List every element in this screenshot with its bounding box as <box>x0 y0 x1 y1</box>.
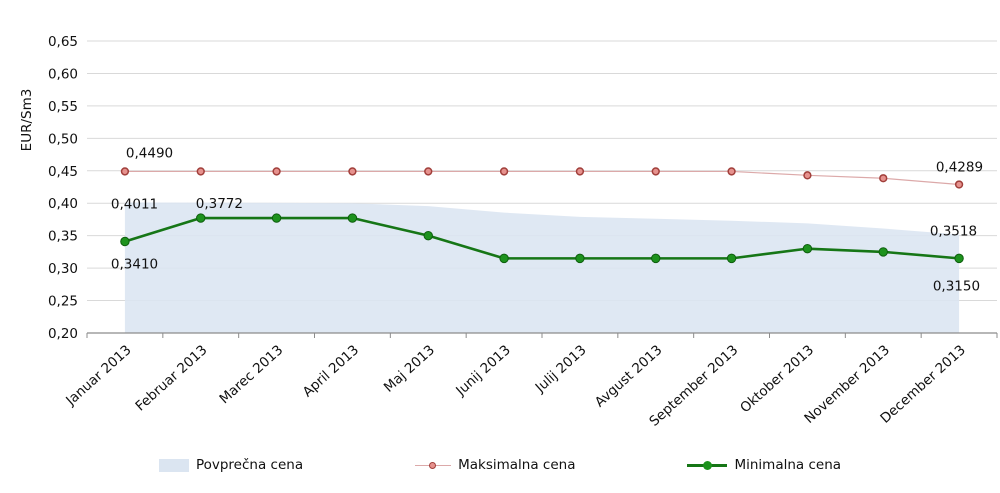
max-price-marker <box>879 174 888 183</box>
chart-plot-area: 0,65 0,60 0,55 0,50 0,45 0,40 0,35 0,30 0,25 0,20… <box>19 34 998 430</box>
min-price-marker <box>120 236 130 247</box>
y-axis-title: EUR/Sm3 <box>19 89 35 152</box>
legend-label: Povprečna cena <box>195 457 304 473</box>
max-price-marker <box>272 167 281 176</box>
min-price-marker <box>651 253 661 264</box>
min-price-line <box>124 216 960 260</box>
x-tick-label: Oktober 2013 <box>737 342 817 416</box>
max-price-markers <box>120 167 964 189</box>
max-price-marker <box>727 167 736 176</box>
min-price-marker <box>271 213 282 223</box>
data-label: 0,4011 <box>111 197 158 213</box>
min-price-markers <box>120 213 964 264</box>
y-axis-labels: 0,65 0,60 0,55 0,50 0,45 0,40 0,35 0,30 0,25 0,20 <box>48 34 78 342</box>
min-price-marker <box>954 253 964 264</box>
max-price-marker <box>499 167 509 176</box>
x-tick-label: Januar 2013 <box>62 342 134 409</box>
min-price-marker <box>347 213 358 223</box>
max-price-marker <box>575 167 585 176</box>
x-tick-label: April 2013 <box>300 342 362 400</box>
max-price-marker <box>424 167 433 176</box>
y-tick-label: 0,55 <box>48 99 78 115</box>
y-tick-label: 0,30 <box>48 261 78 277</box>
x-tick-label: Maj 2013 <box>381 342 438 396</box>
legend-label: Maksimalna cena <box>458 457 576 473</box>
y-tick-label: 0,65 <box>48 34 78 50</box>
x-axis-ticks <box>86 333 998 338</box>
data-labels: 0,4490 0,4011 0,3772 0,3410 0,4289 0,3518 0,31… <box>111 145 983 294</box>
min-price-marker <box>196 213 206 223</box>
min-price-marker <box>802 243 813 254</box>
data-label: 0,4490 <box>126 145 173 161</box>
min-price-marker <box>726 253 737 264</box>
x-tick-label: Junij 2013 <box>452 342 513 400</box>
max-price-marker <box>651 167 660 176</box>
y-tick-label: 0,40 <box>48 196 78 212</box>
y-tick-label: 0,25 <box>48 294 78 310</box>
legend-item-minimalna-cena: Minimalna cena <box>687 457 841 473</box>
max-line-marker-icon <box>415 461 452 470</box>
data-label: 0,3150 <box>933 278 980 294</box>
y-tick-label: 0,20 <box>48 326 78 342</box>
max-price-marker <box>348 167 357 176</box>
min-price-marker <box>499 253 509 264</box>
min-line-marker-icon <box>687 460 728 470</box>
data-label: 0,4289 <box>936 159 983 175</box>
min-price-marker <box>423 230 433 241</box>
data-label: 0,3410 <box>111 257 158 273</box>
max-price-marker <box>803 171 812 180</box>
min-price-marker <box>878 247 888 257</box>
data-label: 0,3772 <box>196 196 243 212</box>
max-price-marker <box>120 167 130 176</box>
min-price-marker <box>575 253 585 264</box>
y-tick-label: 0,60 <box>48 66 78 82</box>
legend-item-maksimalna-cena: Maksimalna cena <box>415 457 575 473</box>
max-price-marker <box>954 180 964 189</box>
average-price-area <box>124 202 960 333</box>
y-tick-label: 0,50 <box>48 131 78 147</box>
y-tick-label: 0,45 <box>48 164 78 180</box>
y-tick-label: 0,35 <box>48 229 78 245</box>
x-tick-label: Julij 2013 <box>532 342 590 396</box>
x-tick-label: Februar 2013 <box>132 342 210 414</box>
legend-item-povprecna-cena: Povprečna cena <box>158 457 304 473</box>
chart-legend: Povprečna cena Maksimalna cena Minimalna… <box>0 457 1000 473</box>
area-swatch-icon <box>158 458 189 472</box>
max-price-line <box>124 170 960 186</box>
x-tick-label: Avgust 2013 <box>592 342 666 410</box>
max-price-marker <box>196 167 205 176</box>
data-label: 0,3518 <box>930 223 977 239</box>
x-tick-label: Marec 2013 <box>216 342 286 407</box>
legend-label: Minimalna cena <box>734 457 842 473</box>
